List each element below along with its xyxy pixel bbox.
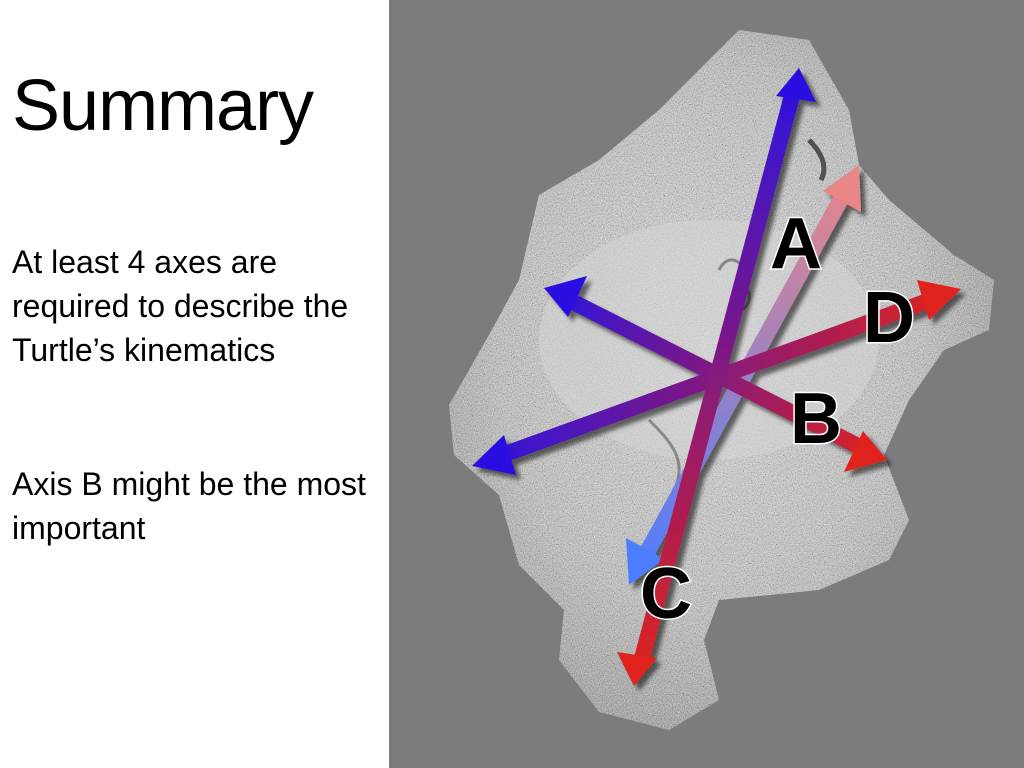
turtle-kinematics-figure: A B C D — [449, 30, 994, 730]
axis-a-label: A — [770, 204, 822, 284]
axis-c-label: C — [640, 554, 692, 634]
axis-labels: A B C D — [639, 203, 917, 636]
slide-title: Summary — [12, 66, 314, 146]
axis-arrows — [472, 68, 961, 686]
image-panel: A B C D — [389, 0, 1024, 768]
axis-b-label: B — [790, 379, 842, 459]
summary-text-axis-b: Axis B might be the most important — [12, 466, 366, 546]
axis-c-arrow — [617, 68, 816, 686]
text-panel: Summary At least 4 axes are required to … — [0, 0, 389, 768]
axis-a-arrow — [626, 165, 861, 585]
axis-d-label: D — [863, 278, 915, 358]
summary-text-axes: At least 4 axes are required to describe… — [12, 244, 349, 368]
